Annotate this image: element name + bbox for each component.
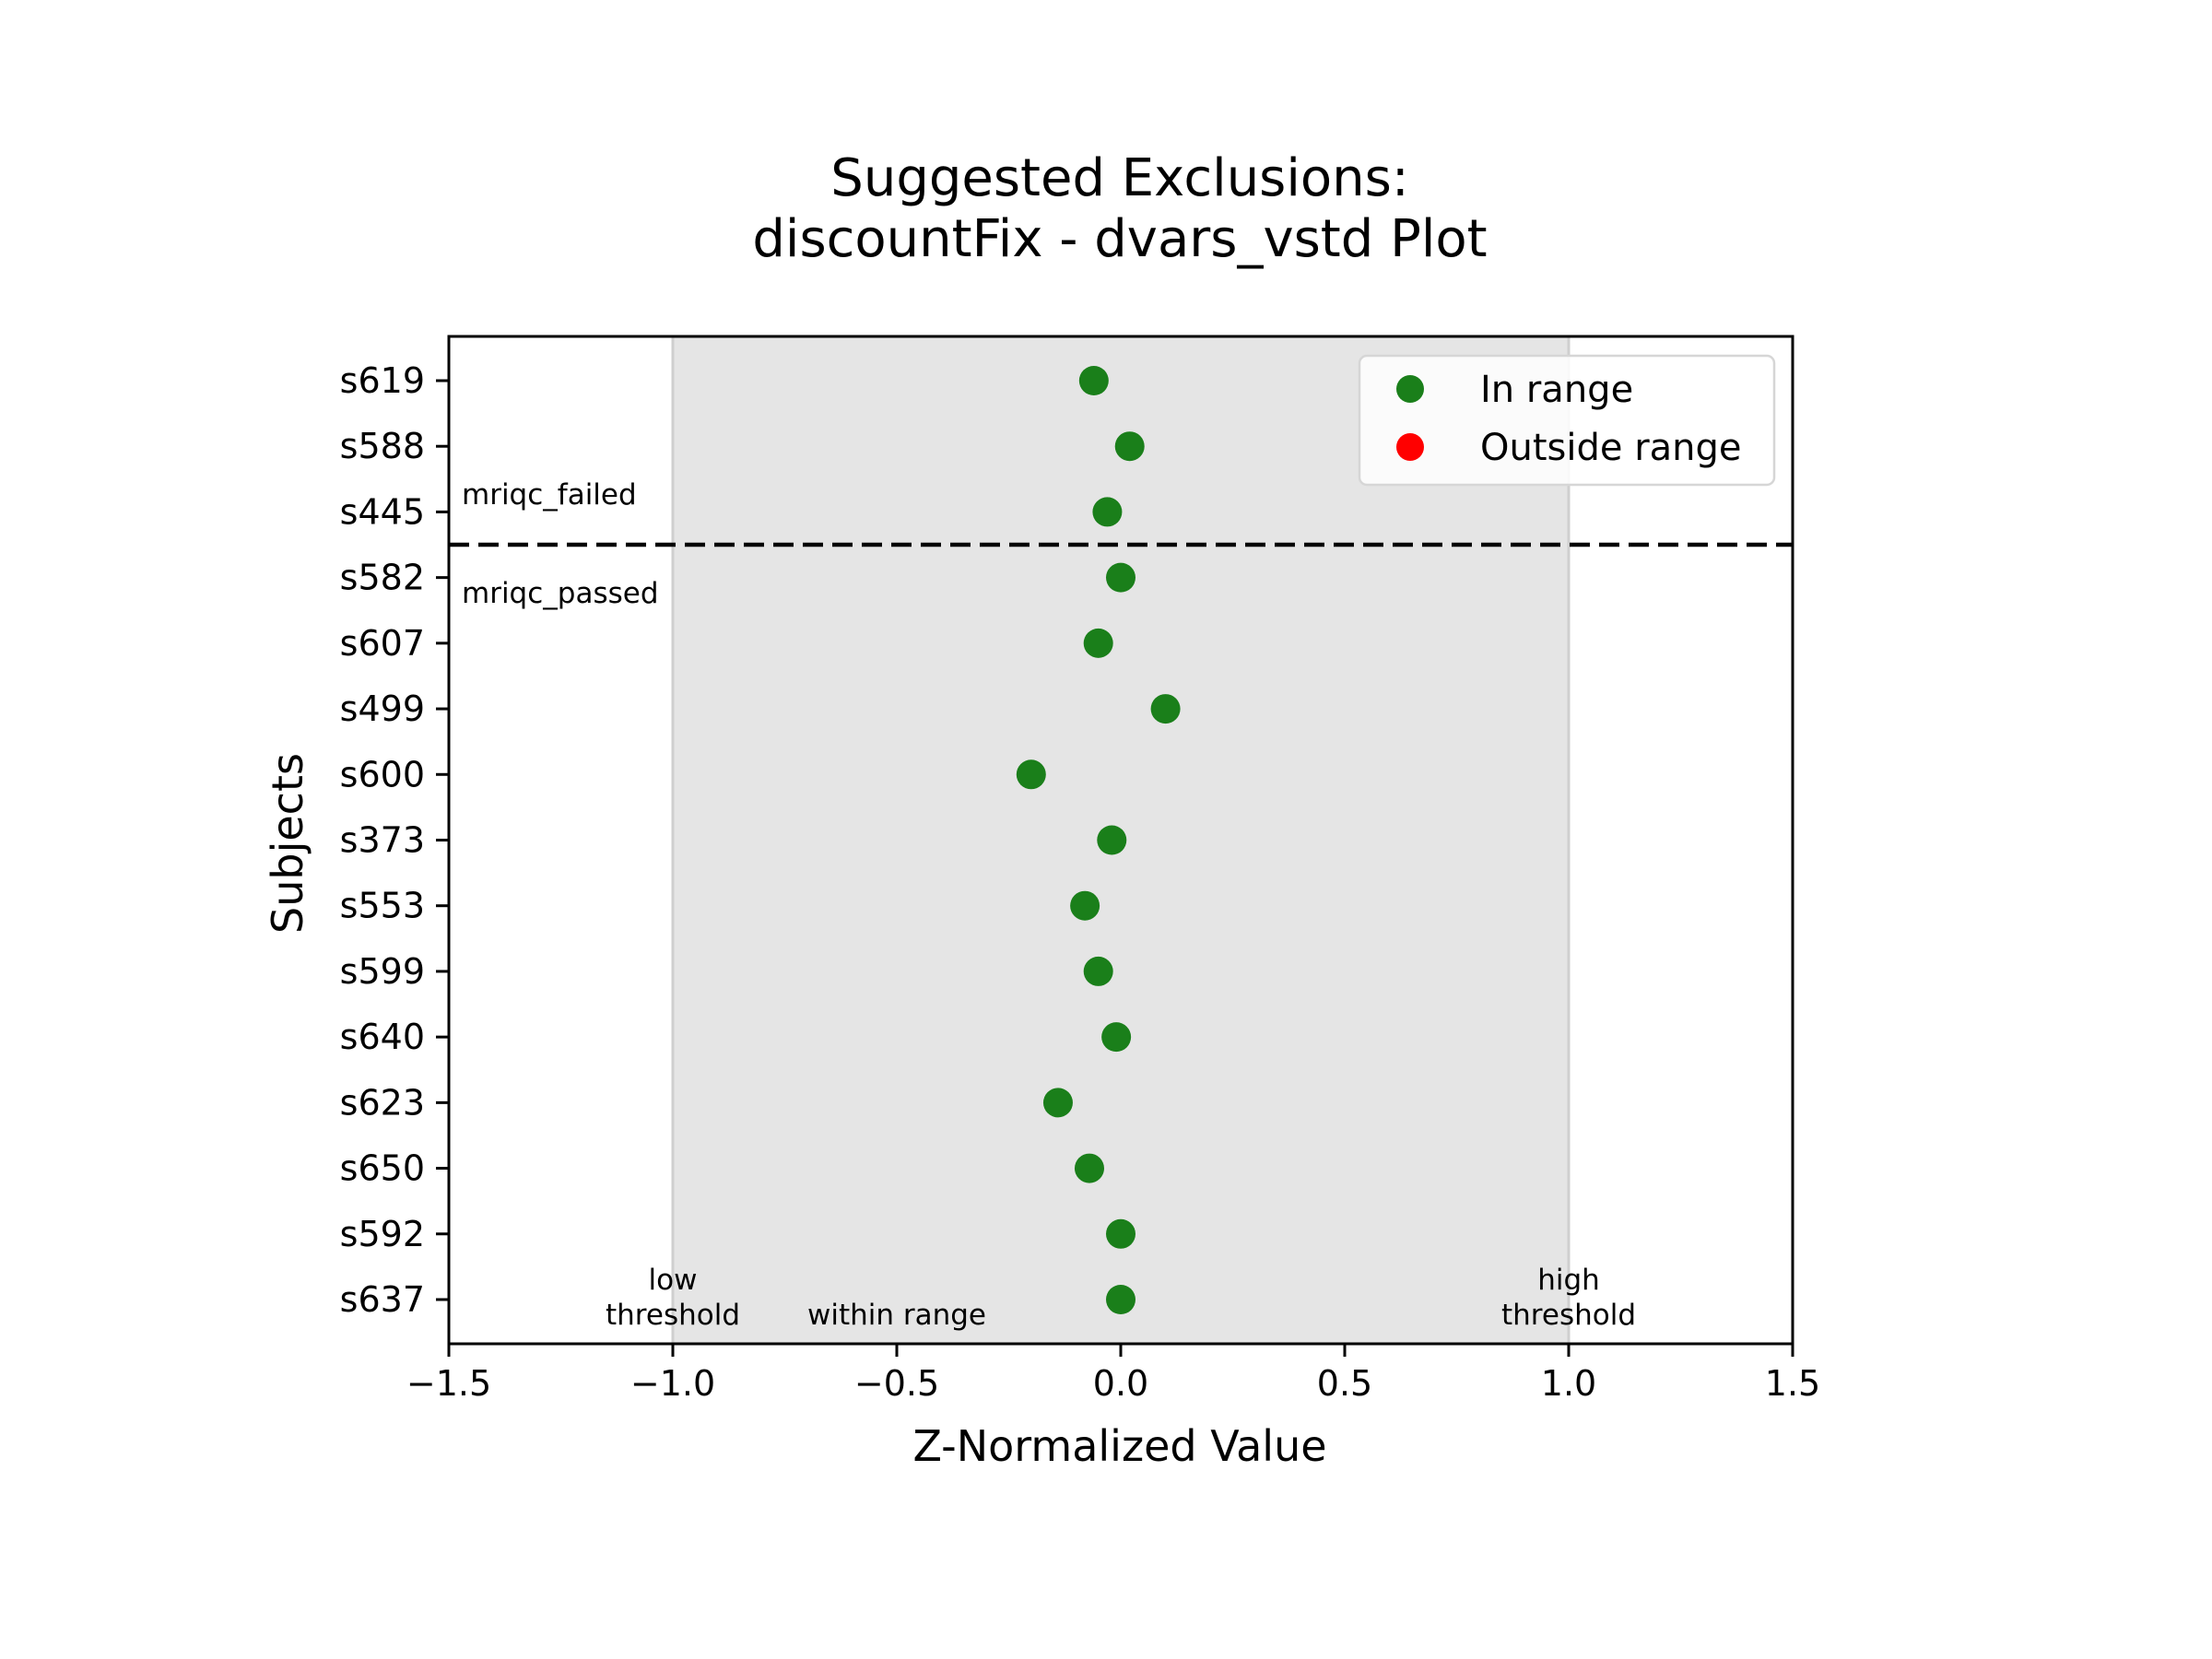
- x-tick-label-0: −1.5: [406, 1363, 491, 1404]
- annotation-2-line-1: threshold: [1501, 1299, 1636, 1332]
- annotation-2-line-0: high: [1537, 1264, 1600, 1297]
- chart-title-line-1: Suggested Exclusions:: [830, 148, 1408, 208]
- y-tick-label-s499: s499: [340, 688, 425, 729]
- point-s553: [1070, 890, 1100, 921]
- y-tick-label-s553: s553: [340, 886, 425, 926]
- y-tick-label-s582: s582: [340, 558, 425, 598]
- legend-label-0: In range: [1480, 369, 1633, 411]
- point-s445: [1092, 497, 1123, 527]
- y-tick-label-s623: s623: [340, 1082, 425, 1123]
- annotation-0-line-1: threshold: [606, 1299, 740, 1332]
- y-tick-label-s607: s607: [340, 623, 425, 664]
- x-tick-label-5: 1.0: [1541, 1363, 1596, 1404]
- y-tick-label-s599: s599: [340, 951, 425, 992]
- point-s637: [1106, 1285, 1135, 1314]
- legend-box: [1358, 354, 1776, 487]
- y-tick-label-s592: s592: [340, 1214, 425, 1254]
- legend-marker-0: [1396, 375, 1424, 403]
- point-s592: [1106, 1218, 1135, 1249]
- y-tick-label-s650: s650: [340, 1148, 425, 1189]
- point-s499: [1150, 694, 1181, 724]
- point-s599: [1083, 956, 1113, 986]
- x-tick-label-4: 0.5: [1317, 1363, 1372, 1404]
- y-tick-label-s445: s445: [340, 491, 425, 532]
- point-s650: [1074, 1153, 1104, 1183]
- x-axis-label: Z-Normalized Value: [912, 1421, 1326, 1471]
- point-s588: [1114, 431, 1145, 462]
- y-tick-label-s600: s600: [340, 754, 425, 794]
- point-s582: [1106, 562, 1135, 593]
- x-tick-label-1: −1.0: [630, 1363, 715, 1404]
- annotation-1-line-0: within range: [807, 1299, 986, 1332]
- point-s373: [1097, 825, 1127, 855]
- group-label-passed: mriqc_passed: [462, 577, 659, 610]
- point-s600: [1016, 759, 1046, 790]
- y-tick-label-s640: s640: [340, 1017, 425, 1057]
- annotation-0-line-0: low: [649, 1264, 698, 1297]
- point-s619: [1078, 366, 1109, 395]
- y-tick-label-s619: s619: [340, 360, 425, 401]
- group-label-failed: mriqc_failed: [462, 478, 637, 512]
- legend-marker-1: [1396, 433, 1424, 461]
- y-tick-label-s373: s373: [340, 820, 425, 861]
- x-tick-label-2: −0.5: [854, 1363, 939, 1404]
- y-axis-label: Subjects: [263, 753, 312, 934]
- y-tick-label-s588: s588: [340, 426, 425, 466]
- point-s640: [1101, 1022, 1132, 1053]
- chart-title-line-2: discountFix - dvars_vstd Plot: [752, 209, 1487, 269]
- y-tick-label-s637: s637: [340, 1279, 425, 1320]
- legend: In range Outside range: [1358, 354, 1776, 487]
- x-tick-label-3: 0.0: [1093, 1363, 1148, 1404]
- point-s607: [1083, 628, 1113, 658]
- x-tick-label-6: 1.5: [1765, 1363, 1820, 1404]
- point-s623: [1042, 1088, 1073, 1118]
- legend-label-1: Outside range: [1480, 427, 1742, 469]
